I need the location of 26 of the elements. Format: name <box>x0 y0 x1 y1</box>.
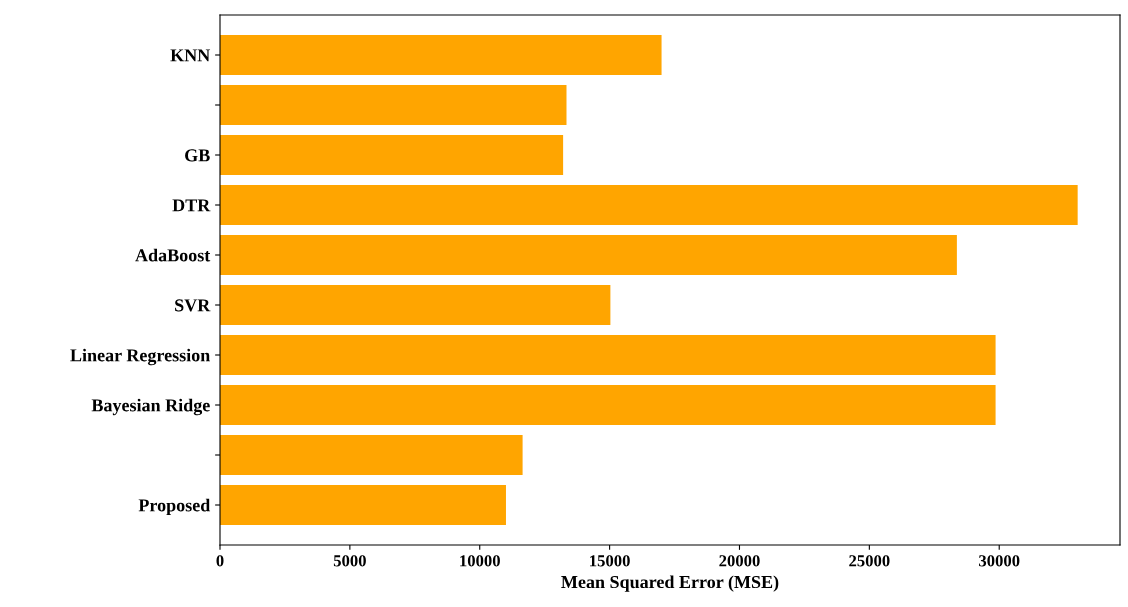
y-tick-label: KNN <box>170 49 211 62</box>
x-tick-label: 0 <box>216 555 224 567</box>
bar <box>220 485 506 525</box>
bar <box>220 335 996 375</box>
y-tick-label: Linear Regression <box>70 348 210 366</box>
bar <box>220 135 564 175</box>
y-tick-label: AdaBoost <box>135 248 211 262</box>
bar <box>220 185 1078 225</box>
y-tick-label: Proposed <box>138 498 211 516</box>
y-tick-label: Bayesian Ridge <box>91 398 210 416</box>
bar <box>220 285 611 325</box>
x-tick-label: 5000 <box>333 555 366 567</box>
x-tick-label: 20000 <box>719 555 760 567</box>
y-tick-label: GB <box>185 149 210 162</box>
y-tick-label: DTR <box>172 199 211 212</box>
bar <box>220 35 662 75</box>
bar <box>220 435 523 475</box>
bar <box>220 235 957 275</box>
y-tick-label: SVR <box>175 299 211 312</box>
x-tick-label: 30000 <box>979 555 1020 567</box>
x-tick-label: 10000 <box>460 555 500 567</box>
x-axis-title: Mean Squared Error (MSE) <box>561 575 779 592</box>
bar <box>220 385 996 425</box>
x-tick-label: 25000 <box>849 555 890 567</box>
bar <box>220 85 567 125</box>
x-tick-label: 15000 <box>590 555 630 567</box>
